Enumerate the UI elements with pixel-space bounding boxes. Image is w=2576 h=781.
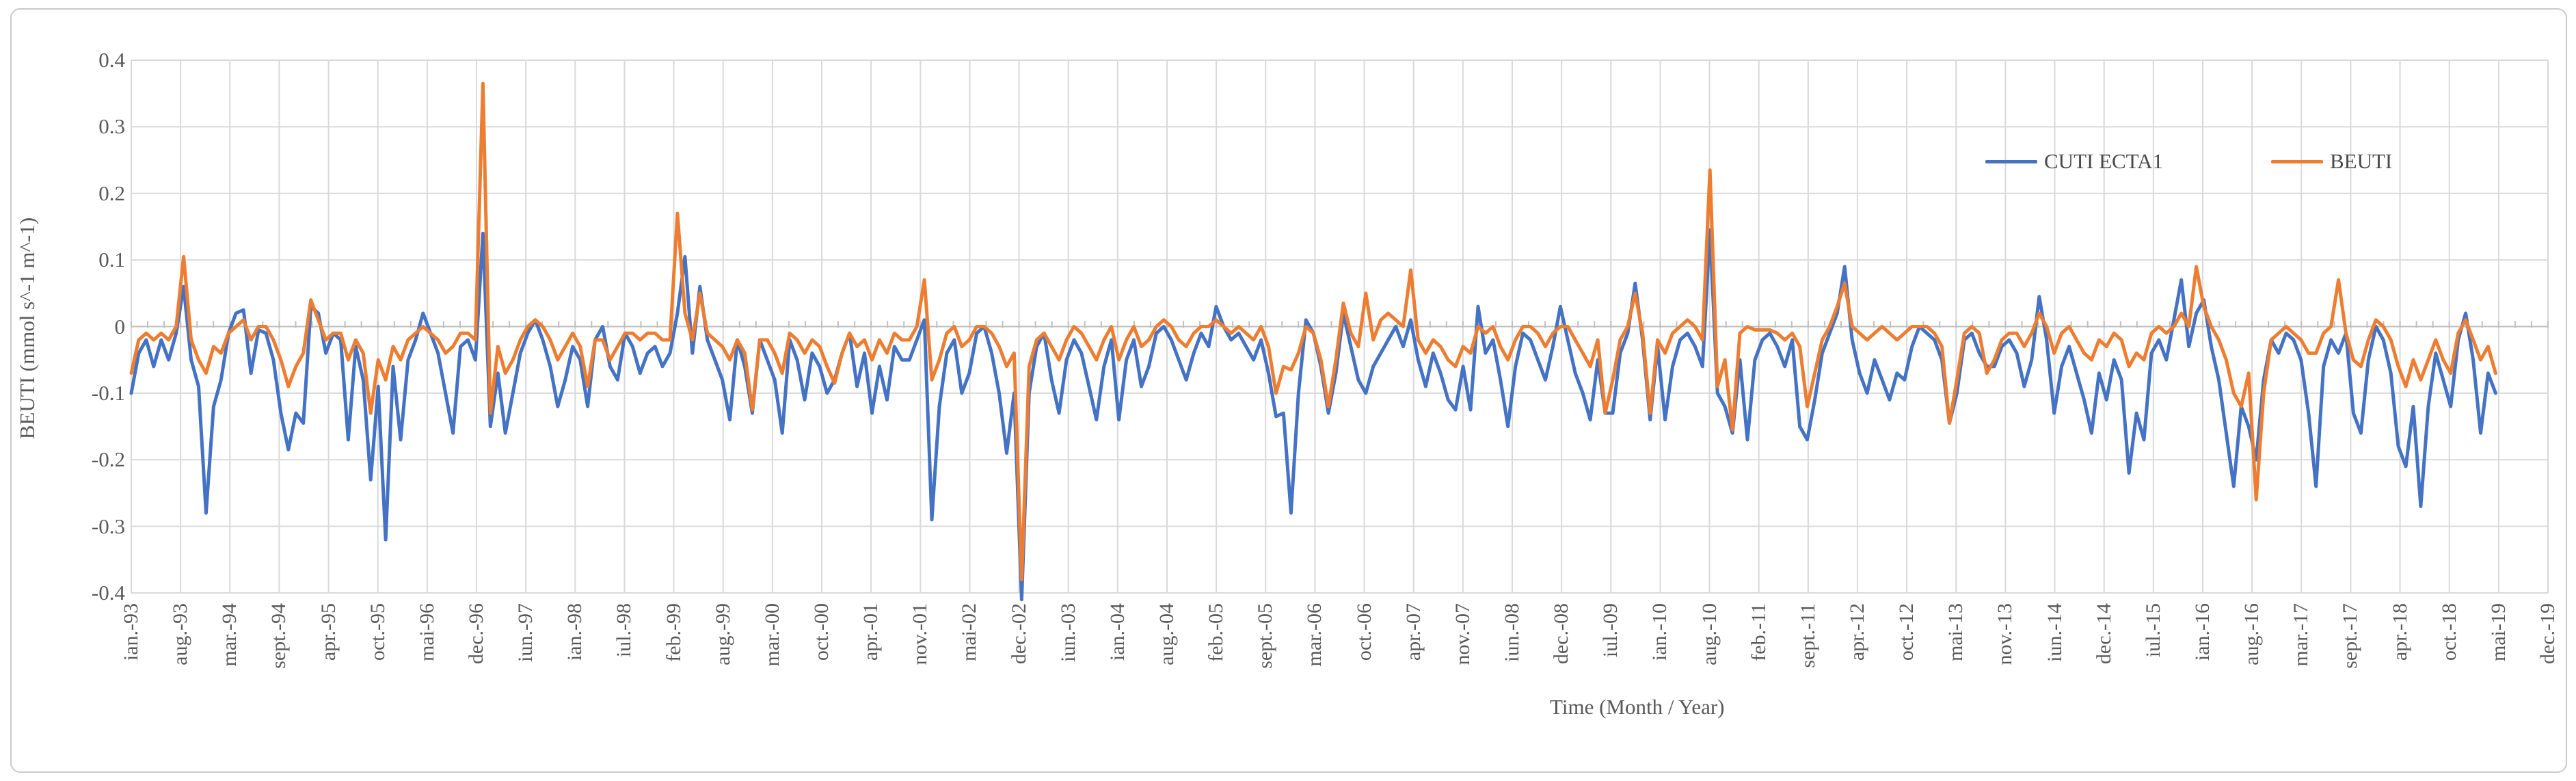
legend-label-beuti: BEUTI: [2330, 149, 2393, 173]
legend-label-cuti: CUTI ECTA1: [2044, 149, 2164, 173]
series-lines: [129, 81, 2497, 602]
legend-line-cuti-icon: [1985, 159, 2037, 163]
legend-item-beuti: BEUTI: [2271, 149, 2392, 174]
series-line-beuti: [129, 81, 2497, 581]
x-axis-title: Time (Month / Year): [1550, 695, 1725, 719]
y-tick-label: -0.1: [91, 380, 125, 405]
y-tick-label: -0.2: [91, 447, 125, 472]
y-tick-label: 0.2: [98, 181, 125, 205]
y-tick-label: 0.4: [98, 48, 125, 72]
y-tick-label: 0.3: [98, 114, 125, 139]
legend-line-beuti-icon: [2271, 159, 2323, 163]
legend-item-cuti: CUTI ECTA1: [1985, 149, 2163, 174]
chart-outer-border: [10, 8, 2567, 773]
y-tick-label: -0.3: [91, 514, 125, 538]
y-tick-label: 0.1: [98, 248, 125, 272]
y-tick-label: -0.4: [91, 581, 125, 605]
y-tick-label: 0: [114, 314, 126, 339]
